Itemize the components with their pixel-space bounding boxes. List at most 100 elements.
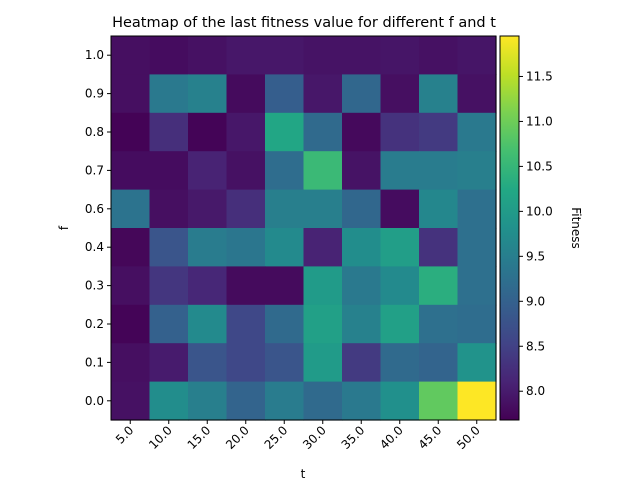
heatmap-cell bbox=[457, 304, 497, 344]
heatmap-cell bbox=[342, 228, 382, 267]
heatmap-cell bbox=[342, 74, 382, 114]
heatmap-cell bbox=[380, 151, 420, 191]
heatmap-cell bbox=[111, 189, 151, 229]
heatmap-cell bbox=[226, 189, 266, 229]
heatmap-cell bbox=[226, 74, 266, 114]
heatmap-cell bbox=[303, 36, 343, 75]
heatmap-cell bbox=[419, 228, 459, 267]
y-tick-label: 0.2 bbox=[85, 317, 104, 331]
heatmap-cell bbox=[188, 381, 228, 421]
y-tick-label: 0.1 bbox=[85, 355, 104, 369]
colorbar-tick-label: 10.0 bbox=[526, 204, 553, 218]
heatmap-cell bbox=[265, 112, 305, 152]
heatmap-cell bbox=[149, 151, 189, 191]
heatmap-cell bbox=[457, 36, 497, 75]
colorbar-tick-label: 8.0 bbox=[526, 384, 545, 398]
heatmap-cell bbox=[457, 151, 497, 191]
heatmap-cell bbox=[342, 304, 382, 344]
x-tick-label: 5.0 bbox=[113, 423, 136, 446]
heatmap-cell bbox=[457, 343, 497, 383]
heatmap-cell bbox=[188, 228, 228, 267]
heatmap-cell bbox=[111, 343, 151, 383]
heatmap-cell bbox=[342, 151, 382, 191]
heatmap-cell bbox=[380, 36, 420, 75]
y-tick-label: 1.0 bbox=[85, 48, 104, 62]
heatmap-cell bbox=[303, 74, 343, 114]
plot-frame bbox=[110, 35, 497, 421]
y-axis-ticks: 1.0 0.9 0.8 0.7 0.6 0.4 0.3 0.2 0.1 0.0 bbox=[85, 48, 111, 408]
colorbar bbox=[500, 36, 519, 420]
heatmap-cell bbox=[342, 36, 382, 75]
heatmap-cell bbox=[303, 189, 343, 229]
heatmap-cell bbox=[419, 74, 459, 114]
heatmap-cell bbox=[226, 36, 266, 75]
heatmap-cell bbox=[380, 189, 420, 229]
heatmap-cell bbox=[149, 74, 189, 114]
heatmap-cell bbox=[380, 228, 420, 267]
heatmap-cell bbox=[457, 228, 497, 267]
x-tick-label: 25.0 bbox=[262, 423, 291, 452]
heatmap-cell bbox=[419, 189, 459, 229]
heatmap-cell bbox=[265, 189, 305, 229]
heatmap-cell bbox=[188, 74, 228, 114]
x-tick-label: 15.0 bbox=[185, 423, 214, 452]
heatmap-cell bbox=[149, 189, 189, 229]
heatmap-cell bbox=[149, 112, 189, 152]
heatmap-cell bbox=[303, 343, 343, 383]
colorbar-tick-label: 9.0 bbox=[526, 294, 545, 308]
colorbar-tick-label: 9.5 bbox=[526, 249, 545, 263]
heatmap-cell bbox=[188, 112, 228, 152]
heatmap-cell bbox=[457, 74, 497, 114]
heatmap-cell bbox=[111, 266, 151, 306]
heatmap-cell bbox=[303, 266, 343, 306]
heatmap-cell bbox=[265, 381, 305, 421]
colorbar-tick-label: 11.5 bbox=[526, 69, 553, 83]
heatmap-cell bbox=[380, 381, 420, 421]
heatmap-cell bbox=[419, 343, 459, 383]
heatmap-cell bbox=[380, 343, 420, 383]
colorbar-tick-label: 10.5 bbox=[526, 159, 553, 173]
y-tick-label: 0.7 bbox=[85, 163, 104, 177]
heatmap-cell bbox=[419, 112, 459, 152]
x-tick-label: 20.0 bbox=[223, 423, 252, 452]
heatmap-cell bbox=[303, 228, 343, 267]
heatmap-cells bbox=[111, 36, 497, 421]
x-tick-label: 45.0 bbox=[416, 423, 445, 452]
heatmap-cell bbox=[226, 151, 266, 191]
x-tick-label: 30.0 bbox=[300, 423, 329, 452]
heatmap-cell bbox=[457, 381, 497, 421]
heatmap-cell bbox=[111, 228, 151, 267]
heatmap-cell bbox=[419, 381, 459, 421]
x-tick-label: 35.0 bbox=[339, 423, 368, 452]
heatmap-cell bbox=[265, 304, 305, 344]
heatmap-cell bbox=[457, 189, 497, 229]
x-tick-label: 40.0 bbox=[377, 423, 406, 452]
heatmap-cell bbox=[303, 381, 343, 421]
x-tick-label: 10.0 bbox=[146, 423, 175, 452]
heatmap-cell bbox=[419, 151, 459, 191]
heatmap-cell bbox=[380, 266, 420, 306]
y-tick-label: 0.4 bbox=[85, 240, 104, 254]
heatmap-cell bbox=[303, 304, 343, 344]
heatmap-cell bbox=[149, 381, 189, 421]
y-axis-label: f bbox=[57, 225, 71, 230]
heatmap-cell bbox=[265, 36, 305, 75]
y-tick-label: 0.6 bbox=[85, 202, 104, 216]
heatmap-cell bbox=[111, 36, 151, 75]
heatmap-cell bbox=[457, 112, 497, 152]
heatmap-cell bbox=[149, 304, 189, 344]
heatmap-cell bbox=[265, 74, 305, 114]
heatmap-cell bbox=[188, 304, 228, 344]
heatmap-cell bbox=[111, 151, 151, 191]
heatmap-cell bbox=[342, 381, 382, 421]
x-axis-label: t bbox=[301, 467, 306, 481]
heatmap-cell bbox=[226, 304, 266, 344]
heatmap-cell bbox=[342, 343, 382, 383]
heatmap-cell bbox=[342, 112, 382, 152]
heatmap-cell bbox=[188, 189, 228, 229]
heatmap-cell bbox=[265, 228, 305, 267]
heatmap-cell bbox=[419, 36, 459, 75]
colorbar-frame bbox=[499, 35, 520, 421]
